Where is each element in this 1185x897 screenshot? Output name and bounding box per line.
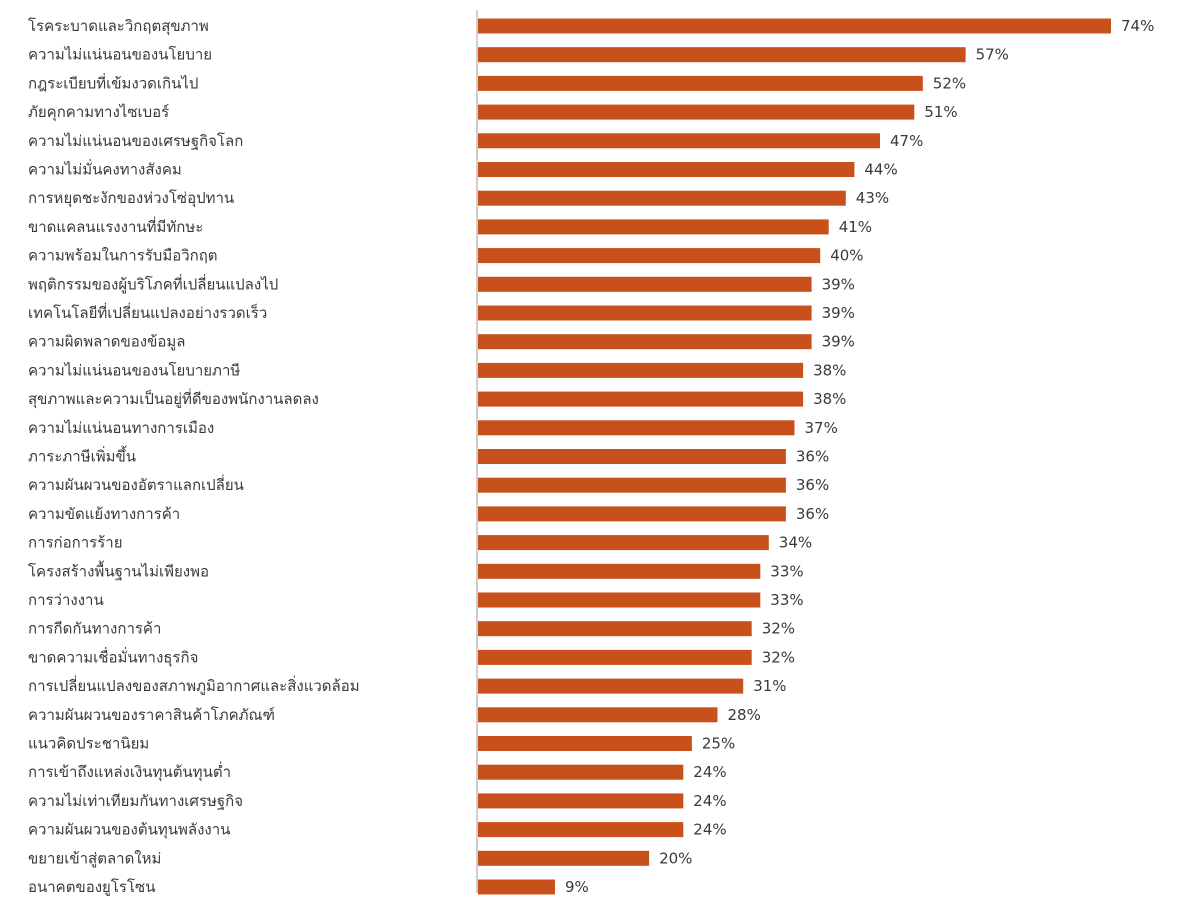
value-label: 33% — [770, 591, 803, 609]
bar — [478, 822, 684, 838]
bar — [478, 190, 846, 206]
category-label: ความไม่แน่นอนทางการเมือง — [28, 419, 214, 437]
value-label: 36% — [796, 505, 829, 523]
bar — [478, 678, 744, 694]
value-label: 36% — [796, 448, 829, 466]
value-label: 33% — [770, 562, 803, 580]
category-label: แนวคิดประชานิยม — [28, 735, 149, 753]
category-label: ขาดความเชื่อมั่นทางธุรกิจ — [28, 646, 198, 667]
value-label: 43% — [856, 189, 889, 207]
bar — [478, 736, 692, 751]
category-label: เทคโนโลยีที่เปลี่ยนแปลงอย่างรวดเร็ว — [28, 302, 267, 322]
value-label: 24% — [693, 821, 726, 839]
category-label: การเปลี่ยนแปลงของสภาพภูมิอากาศและสิ่งแวด… — [28, 675, 360, 695]
category-label: ขยายเข้าสู่ตลาดใหม่ — [28, 849, 161, 867]
value-label: 9% — [565, 878, 589, 896]
value-label: 52% — [933, 74, 966, 92]
bar — [478, 104, 915, 120]
category-label: การก่อการร้าย — [28, 534, 122, 552]
bar — [478, 793, 684, 809]
value-label: 74% — [1121, 17, 1154, 35]
value-label: 20% — [659, 849, 692, 867]
category-label: ความขัดแย้งทางการค้า — [28, 505, 180, 523]
category-label: ความไม่แน่นอนของนโยบายภาษี — [28, 361, 240, 379]
category-label: โครงสร้างพื้นฐานไม่เพียงพอ — [28, 560, 209, 580]
value-label: 34% — [779, 534, 812, 552]
value-label: 32% — [762, 648, 795, 666]
value-label: 38% — [813, 361, 846, 379]
category-label: ความผิดพลาดของข้อมูล — [28, 333, 185, 351]
value-label: 24% — [693, 763, 726, 781]
bar — [478, 420, 795, 436]
value-label: 41% — [839, 218, 872, 236]
category-label: การกีดกันทางการค้า — [28, 620, 161, 638]
bar — [478, 592, 761, 608]
value-label: 40% — [830, 247, 863, 265]
category-label: ความผันผวนของต้นทุนพลังงาน — [28, 821, 230, 840]
bar — [478, 47, 966, 63]
bar — [478, 477, 786, 493]
value-label: 37% — [805, 419, 838, 437]
category-label: กฎระเบียบที่เข้มงวดเกินไป — [28, 72, 198, 92]
category-labels-layer: โรคระบาดและวิกฤตสุขภาพความไม่แน่นอนของนโ… — [28, 17, 360, 896]
category-label: โรคระบาดและวิกฤตสุขภาพ — [28, 17, 209, 36]
bar — [478, 563, 761, 579]
bar — [478, 506, 786, 522]
bar — [478, 334, 812, 350]
category-label: สุขภาพและความเป็นอยู่ที่ดีของพนักงานลดลง — [28, 388, 319, 409]
category-label: ความไม่มั่นคงทางสังคม — [28, 159, 182, 179]
category-label: อนาคตของยูโรโซน — [28, 878, 155, 896]
bar — [478, 276, 812, 292]
value-label: 39% — [822, 333, 855, 351]
bar — [478, 133, 880, 149]
bars-layer — [478, 18, 1111, 895]
bar — [478, 621, 752, 637]
bar — [478, 449, 786, 464]
value-label: 31% — [753, 677, 786, 695]
category-label: ความไม่แน่นอนของนโยบาย — [28, 46, 212, 64]
bar — [478, 879, 555, 895]
bar — [478, 219, 829, 235]
bar — [478, 18, 1111, 34]
bar — [478, 75, 923, 91]
bar — [478, 764, 684, 780]
category-label: ความผันผวนของราคาสินค้าโภคภัณฑ์ — [28, 706, 275, 724]
category-label: ขาดแคลนแรงงานที่มีทักษะ — [28, 216, 203, 236]
value-labels-layer: 74% 57% 52% 51%47% 44% 43% 41% 40% 39% 39% 39% 38% 3… — [565, 17, 1154, 896]
category-label: ความไม่เท่าเทียมกันทางเศรษฐกิจ — [28, 792, 243, 810]
value-label: 39% — [822, 304, 855, 322]
value-label: 36% — [796, 476, 829, 494]
bar — [478, 707, 718, 723]
category-label: การหยุดชะงักของห่วงโซ่อุปทาน — [28, 189, 234, 208]
bar — [478, 391, 804, 407]
value-label: 44% — [864, 161, 897, 179]
value-label: 38% — [813, 390, 846, 408]
category-label: ภาระภาษีเพิ่มขึ้น — [28, 446, 136, 466]
value-label: 28% — [728, 706, 761, 724]
bar — [478, 162, 855, 177]
value-label: 57% — [976, 46, 1009, 64]
value-label: 25% — [702, 735, 735, 753]
value-label: 32% — [762, 620, 795, 638]
bar — [478, 850, 650, 866]
category-label: ความผันผวนของอัตราแลกเปลี่ยน — [28, 474, 244, 494]
bar — [478, 248, 821, 264]
category-label: ความพร้อมในการรับมือวิกฤต — [28, 247, 218, 265]
bar — [478, 305, 812, 321]
bar — [478, 362, 804, 378]
value-label: 24% — [693, 792, 726, 810]
category-label: พฤติกรรมของผู้บริโภคที่เปลี่ยนแปลงไป — [28, 273, 278, 293]
category-label: การเข้าถึงแหล่งเงินทุนต้นทุนต่ำ — [28, 761, 231, 782]
value-label: 51% — [924, 103, 957, 121]
bar — [478, 535, 769, 551]
category-label: การว่างงาน — [28, 591, 104, 609]
category-label: ความไม่แน่นอนของเศรษฐกิจโลก — [28, 132, 243, 150]
value-label: 47% — [890, 132, 923, 150]
value-label: 39% — [822, 275, 855, 293]
bar — [478, 649, 752, 665]
category-label: ภัยคุกคามทางไซเบอร์ — [28, 103, 169, 122]
